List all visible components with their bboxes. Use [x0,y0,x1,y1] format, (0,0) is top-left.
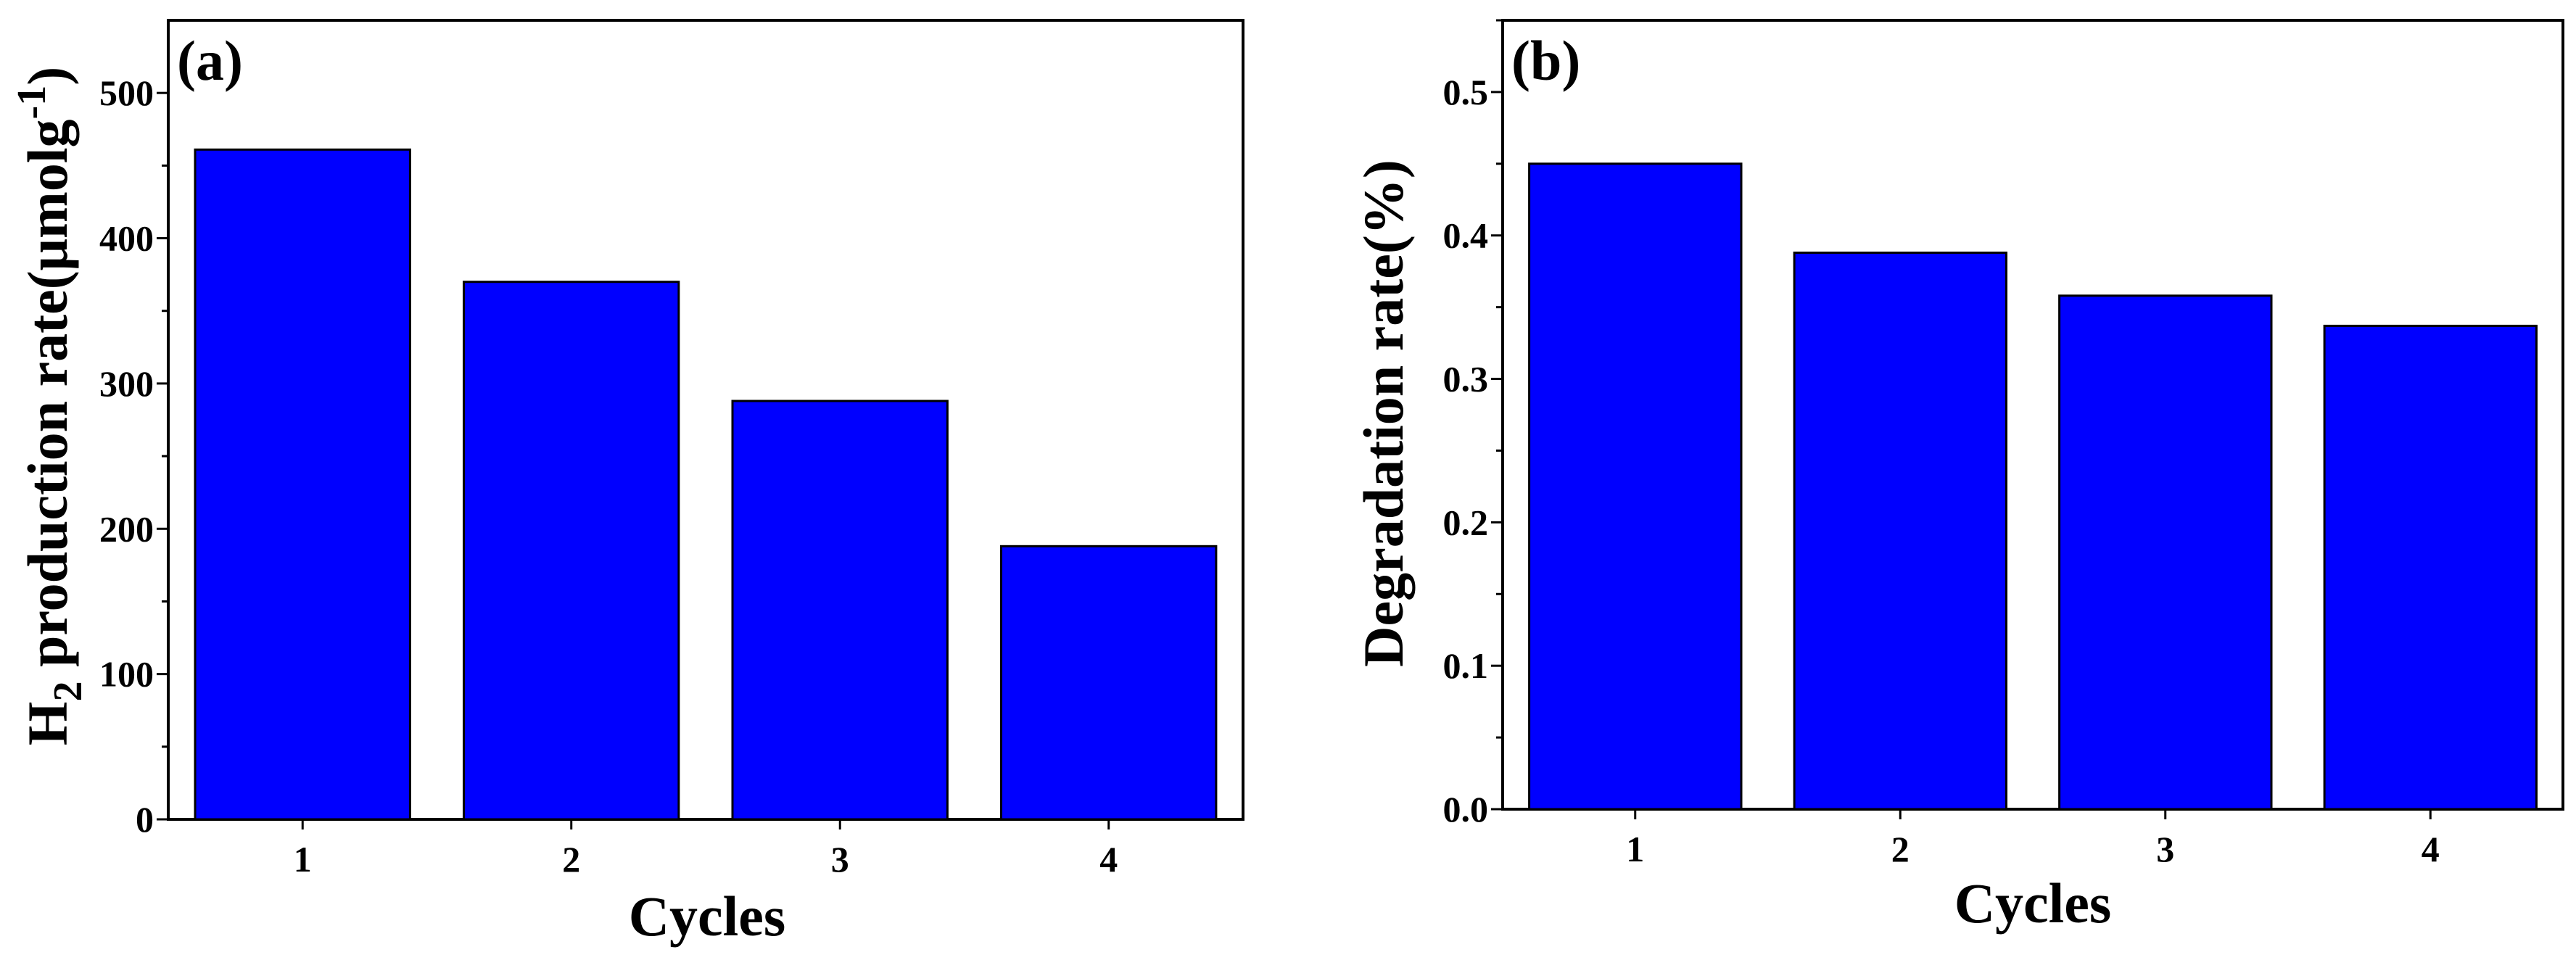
bars-b [1528,162,2538,811]
panel-label-b: (b) [1511,29,1580,92]
x-tick-label-b-3: 3 [2156,829,2174,869]
y-tick-label-b-5: 0.5 [1443,72,1489,112]
bar-b-cycle-2 [1793,252,2008,811]
y-tick-label-b-4: 0.4 [1443,215,1489,256]
y-axis-ticks-a: 0 100 200 300 400 500 [99,73,168,840]
y-axis-title-a: H2 production rate(μmolg-1) [9,67,91,745]
x-axis-ticks-b: 1 2 3 4 [1626,809,2440,869]
y-tick-label-a-5: 500 [99,73,154,113]
y-axis-title-b: Degradation rate(%) [1352,160,1415,667]
x-tick-label-a-2: 2 [562,839,580,880]
y-tick-label-a-1: 100 [99,654,154,695]
y-tick-label-b-0: 0.0 [1443,789,1489,829]
bars-a [194,148,1218,821]
y-tick-label-a-0: 0 [136,799,154,840]
bar-b-cycle-1 [1528,162,1743,811]
x-tick-label-a-3: 3 [831,839,849,880]
y-axis-title-a-main: production rate(μmolg [16,119,79,681]
y-axis-ticks-b: 0.0 0.1 0.2 0.3 0.4 0.5 [1443,19,1503,829]
x-axis-title-a: Cycles [629,885,786,948]
plot-frame-a [167,19,1244,821]
bar-a-cycle-3 [731,400,949,821]
y-tick-label-b-1: 0.1 [1443,645,1489,686]
x-tick-label-b-1: 1 [1626,829,1644,869]
bar-a-cycle-4 [1000,545,1218,821]
bar-a-cycle-1 [194,148,411,821]
y-axis-title-a-h: H [16,702,79,746]
y-axis-title-a-subscript: 2 [46,682,91,702]
plot-frame-b [1501,19,2564,811]
y-tick-label-a-3: 300 [99,363,154,404]
x-tick-label-b-2: 2 [1891,829,1910,869]
y-tick-label-b-3: 0.3 [1443,359,1489,400]
y-axis-title-a-superscript: -1 [9,86,54,120]
bar-a-cycle-2 [463,281,680,821]
x-tick-label-a-4: 4 [1099,839,1118,880]
bar-b-cycle-3 [2058,294,2273,811]
y-tick-label-a-2: 200 [99,508,154,549]
x-tick-label-b-4: 4 [2422,829,2440,869]
y-tick-label-b-2: 0.2 [1443,502,1489,542]
x-tick-label-a-1: 1 [294,839,312,880]
bar-b-cycle-4 [2323,324,2538,811]
y-axis-title-a-close: ) [16,67,79,86]
y-tick-label-a-4: 400 [99,218,154,259]
panel-b: 0.0 0.1 0.2 0.3 0.4 0.5 1 2 3 4 (b) Cycles Degra… [1352,19,2564,935]
panel-label-a: (a) [177,29,243,92]
x-axis-title-b: Cycles [1954,872,2112,935]
x-axis-ticks-a: 1 2 3 4 [294,819,1118,880]
